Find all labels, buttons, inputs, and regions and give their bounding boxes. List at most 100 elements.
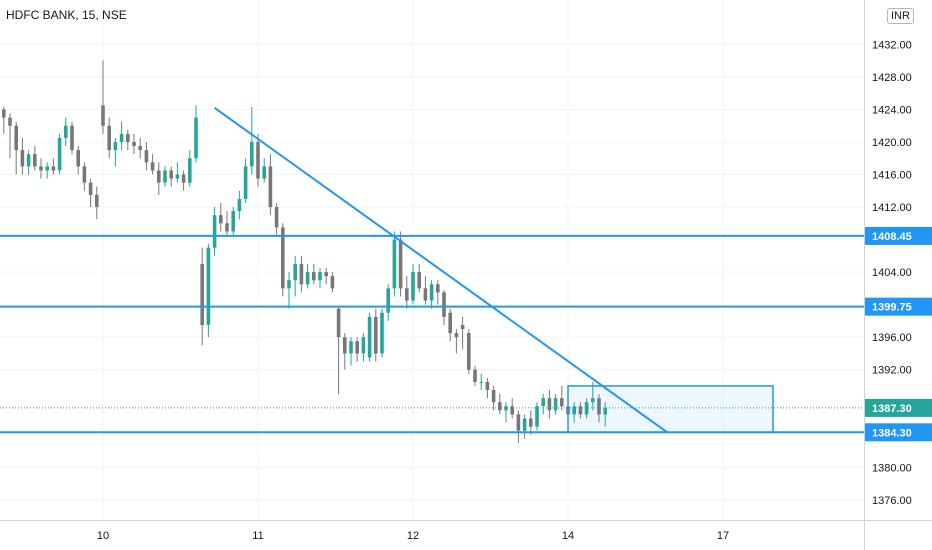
candle[interactable] xyxy=(157,162,161,195)
candle[interactable] xyxy=(516,410,521,443)
candle[interactable] xyxy=(603,402,607,427)
candle[interactable] xyxy=(150,154,155,175)
candle[interactable] xyxy=(200,247,204,346)
candle[interactable] xyxy=(231,207,235,236)
candle[interactable] xyxy=(256,133,260,187)
candle[interactable] xyxy=(355,337,359,362)
candle[interactable] xyxy=(423,276,428,305)
candle[interactable] xyxy=(8,113,12,159)
candle[interactable] xyxy=(361,333,366,362)
candle[interactable] xyxy=(26,150,31,175)
candle[interactable] xyxy=(597,394,601,423)
candle[interactable] xyxy=(88,178,93,208)
candle[interactable] xyxy=(45,162,49,179)
candle[interactable] xyxy=(547,390,552,419)
candle[interactable] xyxy=(417,263,421,293)
candle[interactable] xyxy=(126,129,130,151)
candle[interactable] xyxy=(380,308,384,358)
candle[interactable] xyxy=(206,243,211,338)
candle[interactable] xyxy=(138,137,142,159)
candle[interactable] xyxy=(281,223,285,297)
candle[interactable] xyxy=(194,105,198,163)
candle[interactable] xyxy=(324,268,328,285)
candle[interactable] xyxy=(330,272,335,293)
candle[interactable] xyxy=(349,337,353,366)
candle[interactable] xyxy=(237,190,242,220)
candle[interactable] xyxy=(485,377,490,399)
candle[interactable] xyxy=(405,276,409,309)
candle[interactable] xyxy=(392,231,397,297)
candle[interactable] xyxy=(305,263,310,289)
candle[interactable] xyxy=(293,255,297,297)
currency-badge[interactable]: INR xyxy=(887,8,914,24)
candle[interactable] xyxy=(374,308,378,362)
candle[interactable] xyxy=(51,158,56,175)
candle[interactable] xyxy=(578,402,583,419)
candle[interactable] xyxy=(491,385,496,411)
candle-body xyxy=(45,166,49,171)
candle[interactable] xyxy=(212,207,217,256)
candle[interactable] xyxy=(250,107,254,175)
candle[interactable] xyxy=(70,121,74,155)
candle[interactable] xyxy=(411,263,415,305)
candle[interactable] xyxy=(504,402,508,423)
candle[interactable] xyxy=(529,410,533,435)
candle[interactable] xyxy=(219,202,223,232)
candle[interactable] xyxy=(163,166,167,187)
candle[interactable] xyxy=(274,202,279,236)
candle[interactable] xyxy=(318,268,322,289)
candle[interactable] xyxy=(473,365,477,386)
candle[interactable] xyxy=(510,398,514,419)
candle[interactable] xyxy=(336,306,341,395)
candle[interactable] xyxy=(584,398,589,419)
candle[interactable] xyxy=(225,211,229,236)
candle[interactable] xyxy=(101,60,105,134)
candle[interactable] xyxy=(262,158,266,183)
candle[interactable] xyxy=(436,280,440,305)
candle[interactable] xyxy=(82,162,87,191)
candle[interactable] xyxy=(541,394,545,415)
candle[interactable] xyxy=(144,141,149,171)
candle[interactable] xyxy=(535,402,539,431)
candle[interactable] xyxy=(299,255,304,293)
candle[interactable] xyxy=(467,329,471,374)
candle[interactable] xyxy=(57,133,62,175)
candle[interactable] xyxy=(107,117,111,159)
candle[interactable] xyxy=(33,146,37,171)
candle[interactable] xyxy=(39,158,43,179)
candle[interactable] xyxy=(287,272,291,309)
candle[interactable] xyxy=(498,394,502,415)
candle[interactable] xyxy=(181,170,186,191)
candle[interactable] xyxy=(522,414,527,439)
candle[interactable] xyxy=(1,107,6,134)
candle-body xyxy=(473,369,477,382)
candle[interactable] xyxy=(572,402,576,423)
candle-body xyxy=(95,194,99,208)
candle[interactable] xyxy=(312,263,316,285)
candle[interactable] xyxy=(448,308,452,342)
candle[interactable] xyxy=(343,333,347,370)
candle[interactable] xyxy=(95,186,99,220)
candle[interactable] xyxy=(76,146,80,175)
candle[interactable] xyxy=(14,121,18,175)
candle[interactable] xyxy=(132,133,136,155)
candle[interactable] xyxy=(479,373,483,391)
candle[interactable] xyxy=(188,150,192,187)
candle[interactable] xyxy=(243,158,248,203)
candle[interactable] xyxy=(119,121,124,151)
candle[interactable] xyxy=(460,316,465,350)
candle[interactable] xyxy=(367,312,372,362)
candle[interactable] xyxy=(20,137,25,175)
candle[interactable] xyxy=(429,280,434,309)
candle[interactable] xyxy=(169,166,173,187)
candle[interactable] xyxy=(454,329,459,354)
candle[interactable] xyxy=(64,117,68,147)
candle[interactable] xyxy=(113,137,118,167)
candle[interactable] xyxy=(268,154,273,216)
plot-area[interactable] xyxy=(1,60,607,443)
candle[interactable] xyxy=(386,284,390,321)
candle[interactable] xyxy=(175,162,180,183)
candle[interactable] xyxy=(560,385,564,411)
candle[interactable] xyxy=(553,394,558,415)
